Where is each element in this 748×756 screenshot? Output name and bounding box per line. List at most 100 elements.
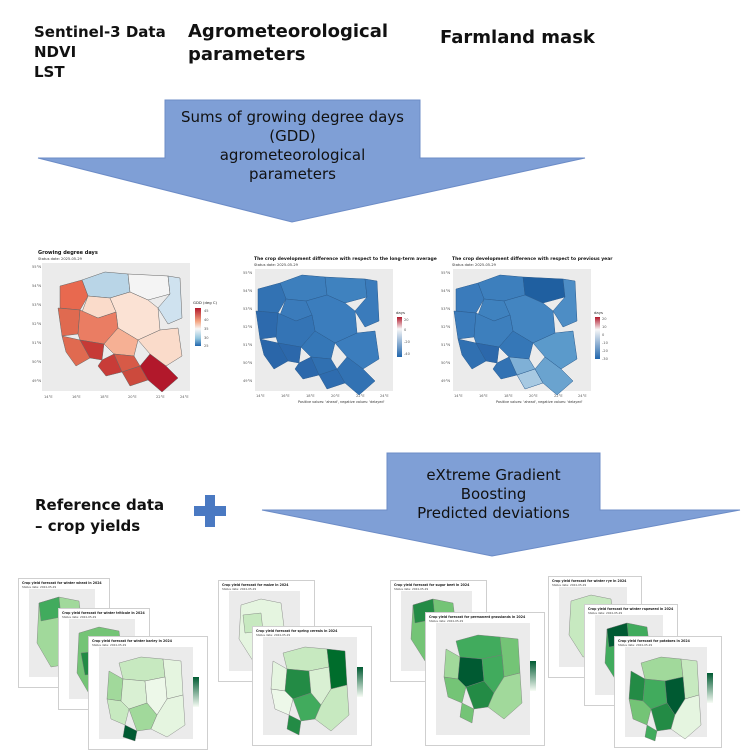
- svg-text:-20: -20: [602, 349, 609, 353]
- svg-text:51°N: 51°N: [32, 341, 41, 345]
- map-longterm-legend-title: days: [396, 310, 405, 315]
- svg-text:24°E: 24°E: [180, 395, 189, 399]
- forecast-4c-title: Crop yield forecast for potatoes in 2024: [618, 639, 690, 643]
- forecast-4c-map: [628, 656, 702, 742]
- svg-text:10: 10: [602, 325, 607, 329]
- map-prevyear-caption: Positive values: 'ahead', negative value…: [496, 400, 583, 404]
- arrow-2-line-2: Boosting: [460, 485, 527, 503]
- map-prevyear-legend-title: days: [594, 310, 603, 315]
- arrow-1-line-4: parameters: [248, 165, 336, 183]
- svg-text:35: 35: [204, 327, 209, 331]
- arrow-2-line-3: Predicted deviations: [417, 504, 570, 522]
- map-longterm-caption: Positive values: 'ahead', negative value…: [298, 400, 385, 404]
- region-zachodniopom: [59, 279, 89, 311]
- svg-text:20°E: 20°E: [128, 395, 137, 399]
- svg-text:49°N: 49°N: [32, 379, 41, 383]
- svg-text:-30: -30: [602, 357, 609, 361]
- arrow-2-text: eXtreme Gradient Boosting Predicted devi…: [387, 466, 600, 523]
- region-lubuskie: [57, 307, 81, 337]
- svg-text:-20: -20: [404, 340, 411, 344]
- map-gdd-regions: [57, 271, 183, 393]
- forecast-3b-status: Status date: 2024-05-29: [429, 619, 464, 623]
- forecast-4c-legend: [707, 673, 713, 703]
- svg-text:51°N: 51°N: [441, 343, 450, 347]
- forecast-2b: Crop yield forecast for spring cereals i…: [252, 626, 372, 746]
- arrow-2-line-1: eXtreme Gradient: [426, 466, 561, 484]
- svg-text:53°N: 53°N: [243, 307, 252, 311]
- svg-text:50°N: 50°N: [243, 361, 252, 365]
- forecast-1c-title: Crop yield forecast for winter barley in…: [92, 639, 172, 643]
- reference-line-1: Reference data: [35, 496, 165, 514]
- svg-text:52°N: 52°N: [243, 325, 252, 329]
- reference-line-2: – crop yields: [35, 517, 141, 535]
- svg-text:-10: -10: [602, 341, 609, 345]
- region-podlaskie: [157, 275, 183, 325]
- map-prevyear-legend-bar: [595, 317, 600, 359]
- svg-text:24°E: 24°E: [380, 394, 389, 398]
- svg-text:22°E: 22°E: [356, 394, 365, 398]
- svg-text:16°E: 16°E: [72, 395, 81, 399]
- svg-text:25: 25: [204, 344, 209, 348]
- map-prevyear-subtitle: Status date: 2025-05-29: [452, 263, 496, 267]
- svg-text:55°N: 55°N: [243, 271, 252, 275]
- forecast-3b-map: [443, 634, 523, 724]
- svg-text:51°N: 51°N: [243, 343, 252, 347]
- svg-text:20°E: 20°E: [529, 394, 538, 398]
- forecast-1a-title: Crop yield forecast for winter wheat in …: [22, 581, 102, 585]
- forecast-2b-title: Crop yield forecast for spring cereals i…: [256, 629, 338, 633]
- svg-text:14°E: 14°E: [256, 394, 265, 398]
- svg-text:18°E: 18°E: [306, 394, 315, 398]
- region-dolnoslaskie: [61, 335, 91, 367]
- svg-text:55°N: 55°N: [32, 265, 41, 269]
- sentinel-line-1: Sentinel-3 Data: [34, 23, 166, 41]
- map-longterm-title: The crop development difference with res…: [254, 257, 437, 262]
- svg-text:0: 0: [404, 328, 407, 332]
- forecast-4c-status: Status date: 2024-05-29: [618, 643, 653, 647]
- forecast-4b-title: Crop yield forecast for winter rapeseed …: [588, 607, 674, 611]
- svg-text:14°E: 14°E: [454, 394, 463, 398]
- forecast-3b-legend: [530, 661, 536, 691]
- svg-text:16°E: 16°E: [281, 394, 290, 398]
- forecast-2b-status: Status date: 2024-05-29: [256, 633, 291, 637]
- forecast-1a-status: Status date: 2024-05-29: [22, 585, 57, 589]
- arrow-1-line-3: agrometeorological: [219, 146, 366, 164]
- map-prevyear-yticks: 55°N 54°N 53°N 52°N 51°N 50°N 49°N: [441, 271, 450, 383]
- svg-text:20°E: 20°E: [331, 394, 340, 398]
- forecast-3b: Crop yield forecast for permanent grassl…: [425, 612, 545, 746]
- plus-icon: [194, 495, 226, 527]
- agro-line-2: parameters: [188, 44, 306, 65]
- svg-text:49°N: 49°N: [243, 379, 252, 383]
- forecast-3b-title: Crop yield forecast for permanent grassl…: [429, 615, 526, 619]
- forecast-1c-status: Status date: 2024-05-29: [92, 643, 127, 647]
- svg-text:45: 45: [204, 309, 209, 313]
- svg-text:50°N: 50°N: [32, 360, 41, 364]
- forecast-4a-status: Status date: 2024-05-29: [552, 583, 587, 587]
- map-longterm-yticks: 55°N 54°N 53°N 52°N 51°N 50°N 49°N: [243, 271, 252, 383]
- reference-label: Reference data – crop yields: [35, 495, 164, 537]
- map-gdd-title: Growing degree days: [38, 250, 98, 256]
- svg-text:18°E: 18°E: [100, 395, 109, 399]
- arrow-1-line-2: (GDD): [269, 127, 316, 145]
- svg-text:54°N: 54°N: [441, 289, 450, 293]
- svg-text:20: 20: [404, 318, 409, 322]
- svg-text:50°N: 50°N: [441, 361, 450, 365]
- svg-text:0: 0: [602, 333, 605, 337]
- svg-text:18°E: 18°E: [504, 394, 513, 398]
- svg-text:52°N: 52°N: [32, 322, 41, 326]
- svg-text:22°E: 22°E: [554, 394, 563, 398]
- forecast-2a-title: Crop yield forecast for maize in 2024: [222, 583, 289, 587]
- svg-text:53°N: 53°N: [441, 307, 450, 311]
- forecast-2a-status: Status date: 2024-05-29: [222, 587, 257, 591]
- map-prevyear-title: The crop development difference with res…: [452, 257, 613, 262]
- arrow-1-line-1: Sums of growing degree days: [181, 108, 404, 126]
- sentinel-header: Sentinel-3 Data NDVI LST: [34, 22, 166, 82]
- map-longterm-regions: [255, 274, 380, 396]
- map-longterm: The crop development difference with res…: [240, 255, 437, 405]
- arrow-2-shape: [261, 452, 741, 557]
- forecast-1c: Crop yield forecast for winter barley in…: [88, 636, 208, 750]
- sentinel-line-3: LST: [34, 63, 65, 81]
- forecast-4c: Crop yield forecast for potatoes in 2024…: [614, 636, 722, 748]
- forecast-3a-title: Crop yield forecast for sugar beet in 20…: [394, 583, 470, 587]
- sentinel-line-2: NDVI: [34, 43, 77, 61]
